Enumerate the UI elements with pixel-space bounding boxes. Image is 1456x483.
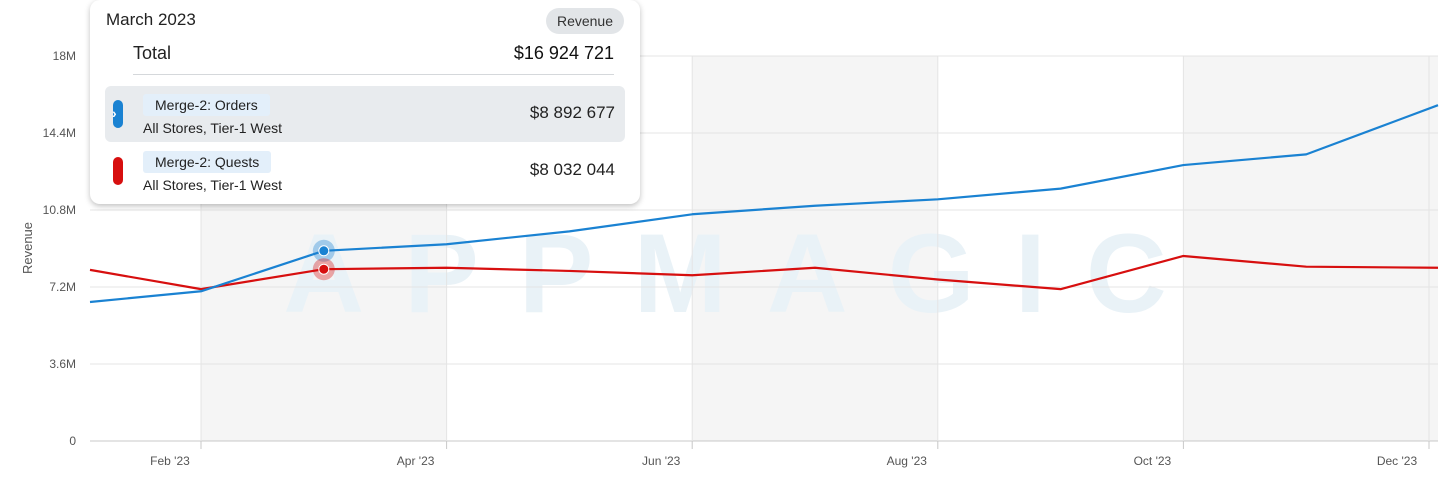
tooltip-title: March 2023 xyxy=(106,10,196,29)
shaded-band xyxy=(692,56,938,441)
series-marker-orders xyxy=(113,100,123,128)
y-tick-label: 18M xyxy=(53,49,76,63)
total-label: Total xyxy=(133,43,172,63)
y-tick-label: 0 xyxy=(69,434,76,448)
x-tick-label: Dec '23 xyxy=(1377,454,1418,468)
shaded-band xyxy=(1183,56,1438,441)
x-tick-label: Aug '23 xyxy=(887,454,928,468)
hover-tooltip: March 2023 Revenue Total $16 924 721 › M… xyxy=(90,0,640,204)
tooltip-divider xyxy=(133,74,614,75)
series-line xyxy=(89,104,1439,304)
series-subtitle: All Stores, Tier-1 West xyxy=(143,177,283,193)
watermark-text: APPMAGIC xyxy=(283,211,1207,336)
x-tick-label: Jun '23 xyxy=(642,454,681,468)
series-value: $8 892 677 xyxy=(529,103,615,122)
series-subtitle: All Stores, Tier-1 West xyxy=(143,120,283,136)
series-line xyxy=(89,254,1439,291)
series-name-chip[interactable]: Merge-2: Orders xyxy=(143,94,270,116)
tooltip-row-orders[interactable]: › Merge-2: Orders All Stores, Tier-1 Wes… xyxy=(105,86,625,142)
series-name-chip[interactable]: Merge-2: Quests xyxy=(143,151,272,173)
x-tick-label: Oct '23 xyxy=(1134,454,1172,468)
tooltip-row-quests[interactable]: Merge-2: Quests All Stores, Tier-1 West … xyxy=(105,143,625,199)
hover-point xyxy=(318,263,330,275)
hover-point xyxy=(318,245,330,257)
metric-badge[interactable]: Revenue xyxy=(545,8,624,34)
x-tick-label: Feb '23 xyxy=(150,454,190,468)
series-marker-quests xyxy=(113,157,123,185)
y-tick-label: 3.6M xyxy=(49,357,76,371)
y-axis-title: Revenue xyxy=(20,222,35,274)
y-tick-label: 7.2M xyxy=(49,280,76,294)
chevron-right-icon: › xyxy=(112,105,117,121)
y-tick-label: 10.8M xyxy=(43,203,76,217)
x-tick-label: Apr '23 xyxy=(397,454,435,468)
y-tick-label: 14.4M xyxy=(43,126,76,140)
series-value: $8 032 044 xyxy=(529,160,615,179)
total-value: $16 924 721 xyxy=(513,43,614,63)
